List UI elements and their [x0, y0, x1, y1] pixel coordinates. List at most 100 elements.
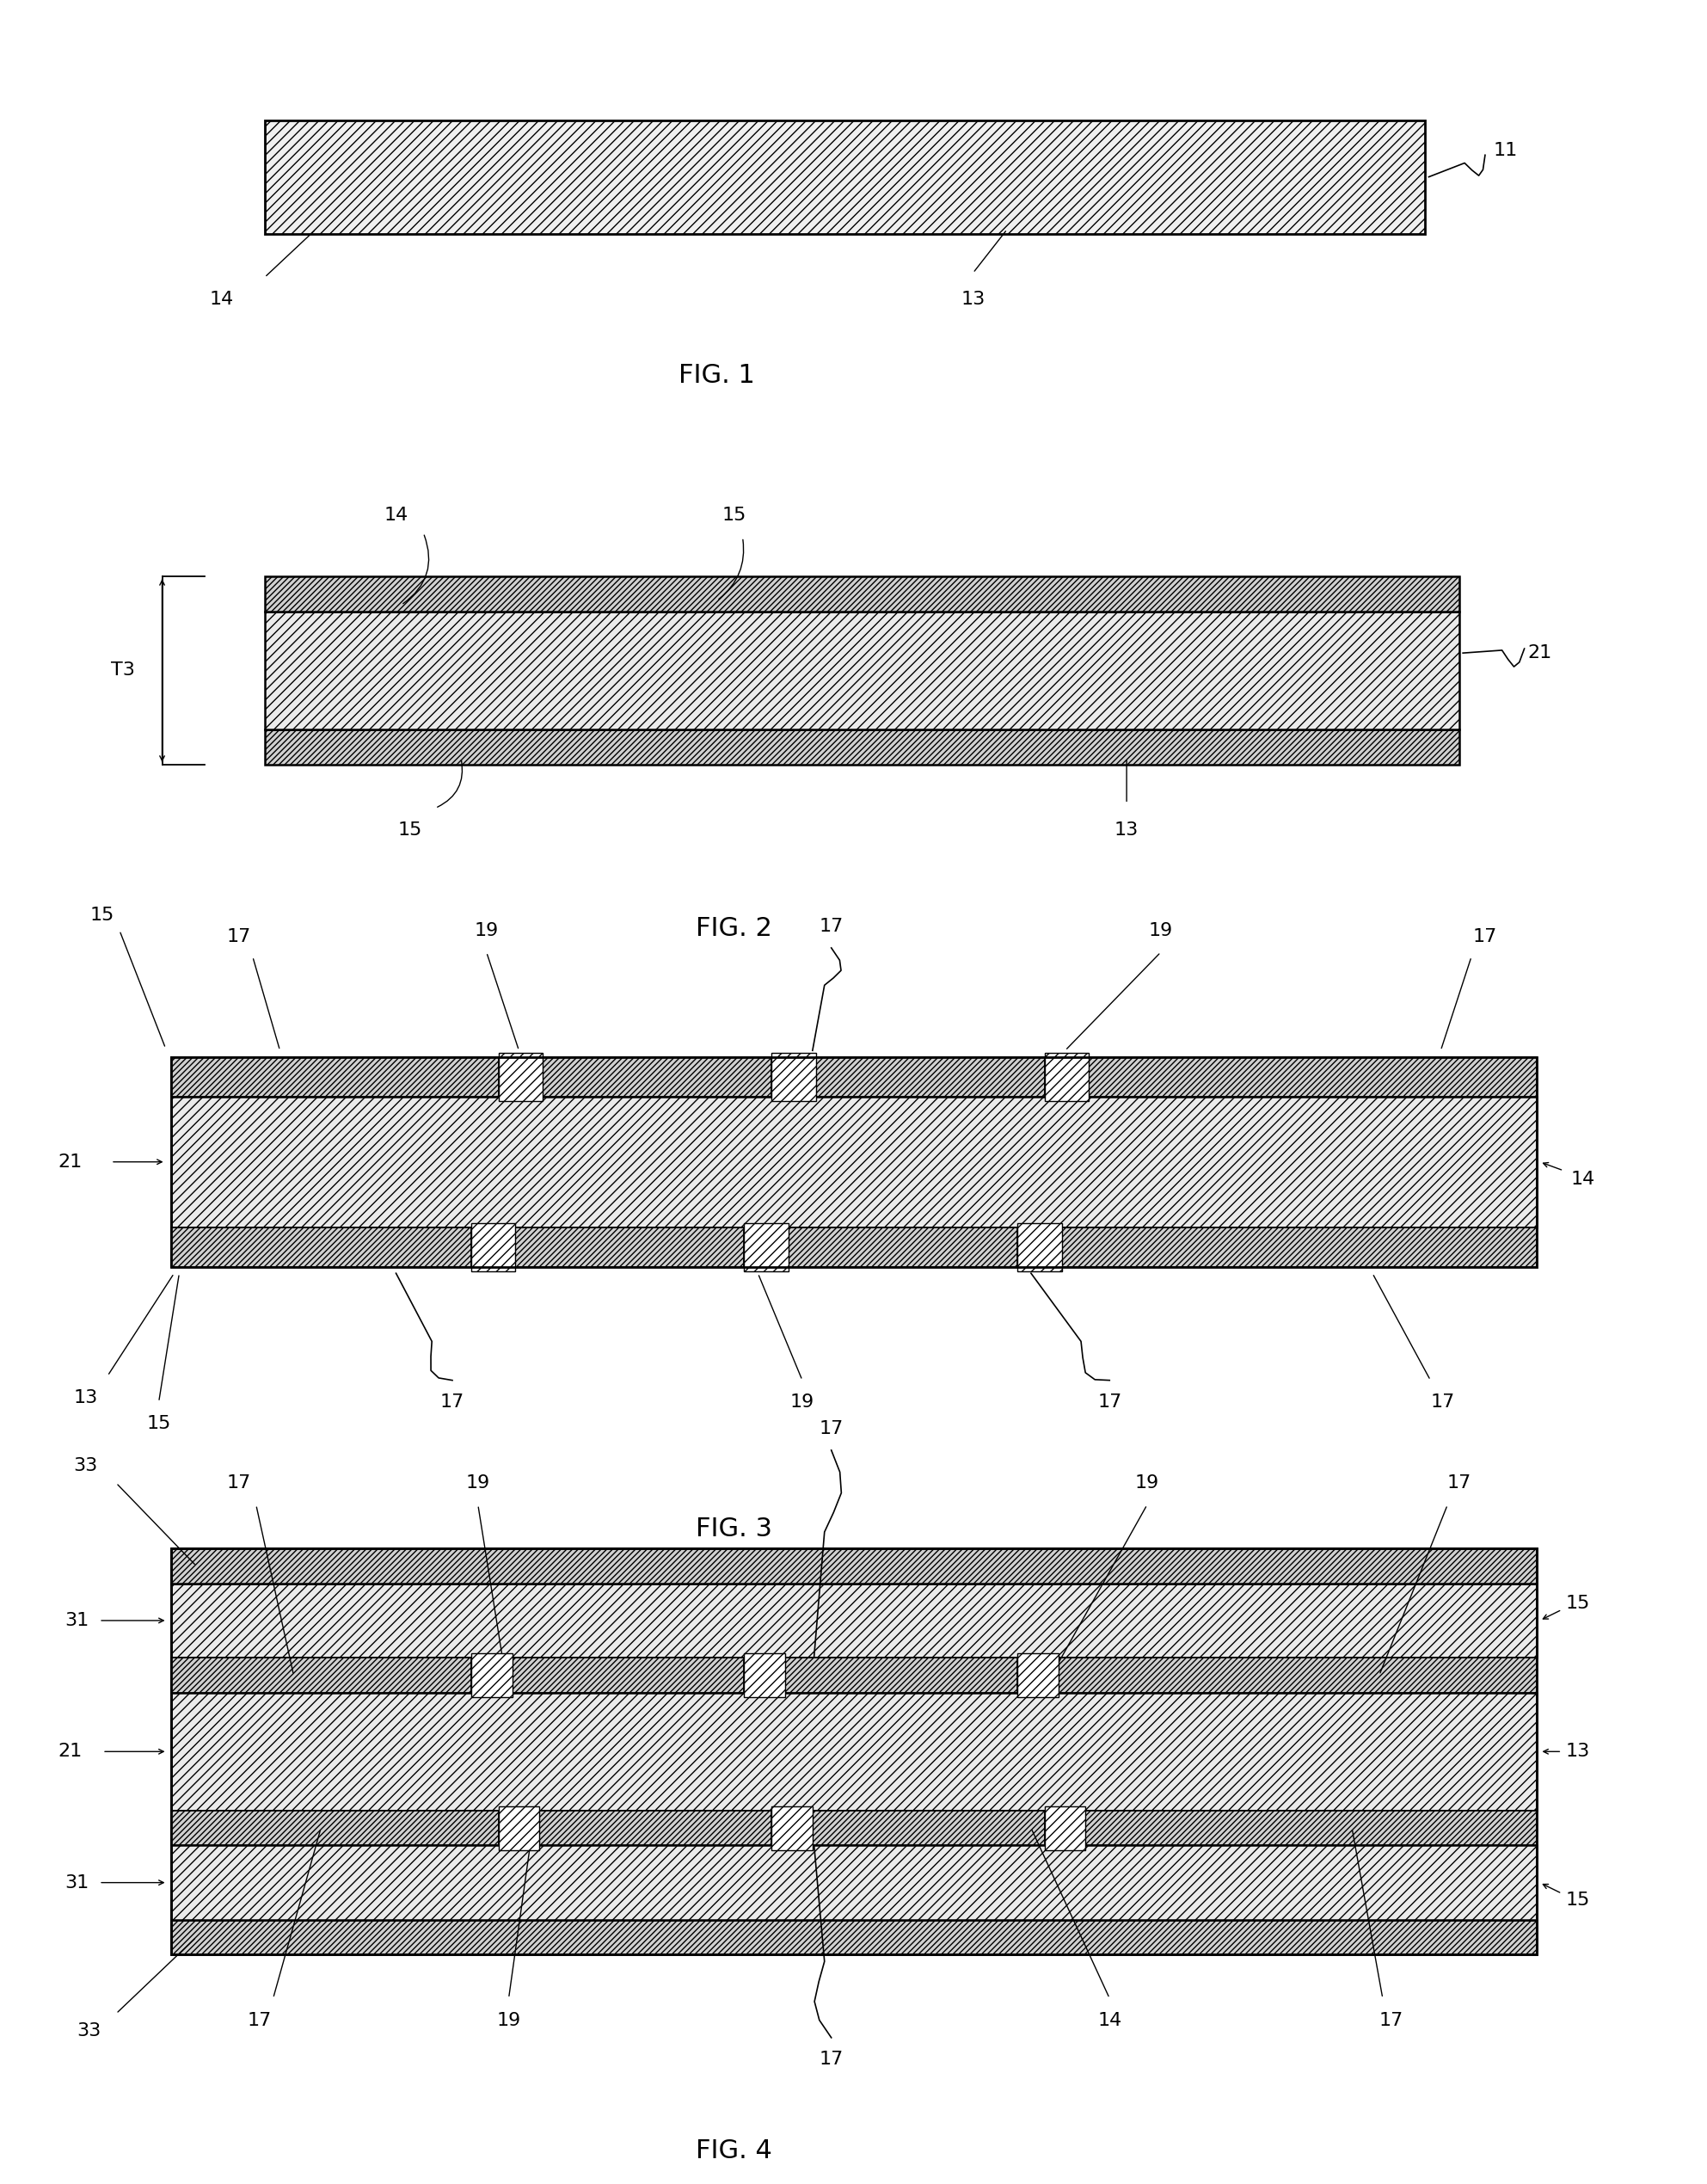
Bar	[1045, 1053, 1089, 1101]
Text: 11: 11	[1494, 142, 1518, 159]
Text: FIG. 4: FIG. 4	[696, 2138, 772, 2164]
Bar	[265, 612, 1459, 729]
Bar	[171, 1548, 1536, 1955]
Bar	[543, 1057, 772, 1096]
Bar	[265, 612, 1459, 729]
Bar	[171, 1548, 1536, 1583]
Bar	[171, 1227, 471, 1267]
Text: 14: 14	[1570, 1171, 1594, 1188]
Bar	[1017, 1653, 1058, 1697]
Bar	[1086, 1811, 1536, 1845]
Text: 13: 13	[1565, 1743, 1589, 1760]
Bar	[543, 1057, 772, 1096]
Bar	[744, 1223, 789, 1271]
Bar	[171, 1548, 1536, 1583]
Bar	[1062, 1227, 1536, 1267]
Bar	[171, 1096, 1536, 1227]
Bar	[171, 1057, 1536, 1267]
Text: 17: 17	[1379, 2011, 1403, 2029]
Text: 13: 13	[1115, 821, 1139, 839]
Text: 17: 17	[819, 917, 843, 935]
Text: FIG. 1: FIG. 1	[679, 363, 754, 389]
Bar	[171, 1658, 471, 1693]
Bar	[171, 1920, 1536, 1955]
Bar	[785, 1658, 1017, 1693]
Bar	[1089, 1057, 1536, 1096]
Bar	[744, 1223, 789, 1271]
Bar	[471, 1223, 516, 1271]
Bar	[516, 1227, 744, 1267]
Bar	[471, 1653, 512, 1697]
Bar	[1062, 1227, 1536, 1267]
Text: 19: 19	[790, 1393, 814, 1411]
Bar	[1045, 1806, 1086, 1850]
Text: 19: 19	[466, 1474, 490, 1492]
Bar	[171, 1583, 1536, 1658]
Bar	[171, 1658, 471, 1693]
Bar	[265, 577, 1459, 612]
Bar	[1058, 1658, 1536, 1693]
Bar	[471, 1223, 516, 1271]
Bar	[1045, 1806, 1086, 1850]
Text: 15: 15	[147, 1415, 171, 1433]
Text: 21: 21	[1528, 644, 1552, 662]
Bar	[171, 1811, 498, 1845]
Bar	[265, 729, 1459, 764]
Text: 17: 17	[227, 1474, 251, 1492]
Text: 17: 17	[440, 1393, 464, 1411]
Text: 14: 14	[210, 290, 234, 308]
Text: 17: 17	[1473, 928, 1497, 946]
Bar	[744, 1653, 785, 1697]
Text: 17: 17	[1430, 1393, 1454, 1411]
Text: T3: T3	[111, 662, 135, 679]
Bar	[816, 1057, 1045, 1096]
Bar	[265, 120, 1425, 234]
Text: 15: 15	[90, 906, 114, 924]
Bar	[471, 1653, 512, 1697]
Text: FIG. 3: FIG. 3	[696, 1516, 772, 1542]
Text: 15: 15	[1565, 1891, 1589, 1909]
Text: 19: 19	[1149, 922, 1173, 939]
Bar	[1086, 1811, 1536, 1845]
Bar	[785, 1658, 1017, 1693]
Bar	[1058, 1658, 1536, 1693]
Text: 14: 14	[1098, 2011, 1121, 2029]
Text: 17: 17	[227, 928, 251, 946]
Text: 15: 15	[722, 507, 746, 524]
Bar	[772, 1053, 816, 1101]
Text: 21: 21	[58, 1743, 82, 1760]
Bar	[171, 1583, 1536, 1658]
Text: 19: 19	[1135, 1474, 1159, 1492]
Bar	[171, 1845, 1536, 1920]
Bar	[171, 1096, 1536, 1227]
Bar	[265, 729, 1459, 764]
Text: 13: 13	[73, 1389, 97, 1406]
Text: 17: 17	[819, 2051, 843, 2068]
Bar	[1089, 1057, 1536, 1096]
Bar	[772, 1053, 816, 1101]
Bar	[772, 1806, 813, 1850]
Bar	[789, 1227, 1017, 1267]
Text: 14: 14	[384, 507, 408, 524]
Text: 17: 17	[819, 1420, 843, 1437]
Text: 33: 33	[77, 2022, 101, 2040]
Bar	[498, 1053, 543, 1101]
Bar	[1045, 1053, 1089, 1101]
Text: 15: 15	[1565, 1594, 1589, 1612]
Text: 17: 17	[1448, 1474, 1471, 1492]
Bar	[1017, 1223, 1062, 1271]
Bar	[512, 1658, 744, 1693]
Bar	[813, 1811, 1045, 1845]
Bar	[772, 1806, 813, 1850]
Bar	[171, 1845, 1536, 1920]
Bar	[498, 1806, 539, 1850]
Bar	[171, 1057, 498, 1096]
Bar	[265, 577, 1459, 612]
Bar	[171, 1920, 1536, 1955]
Text: 19: 19	[497, 2011, 521, 2029]
Bar	[171, 1057, 498, 1096]
Text: 19: 19	[475, 922, 498, 939]
Bar	[498, 1806, 539, 1850]
Bar	[1017, 1653, 1058, 1697]
Bar	[265, 120, 1425, 234]
